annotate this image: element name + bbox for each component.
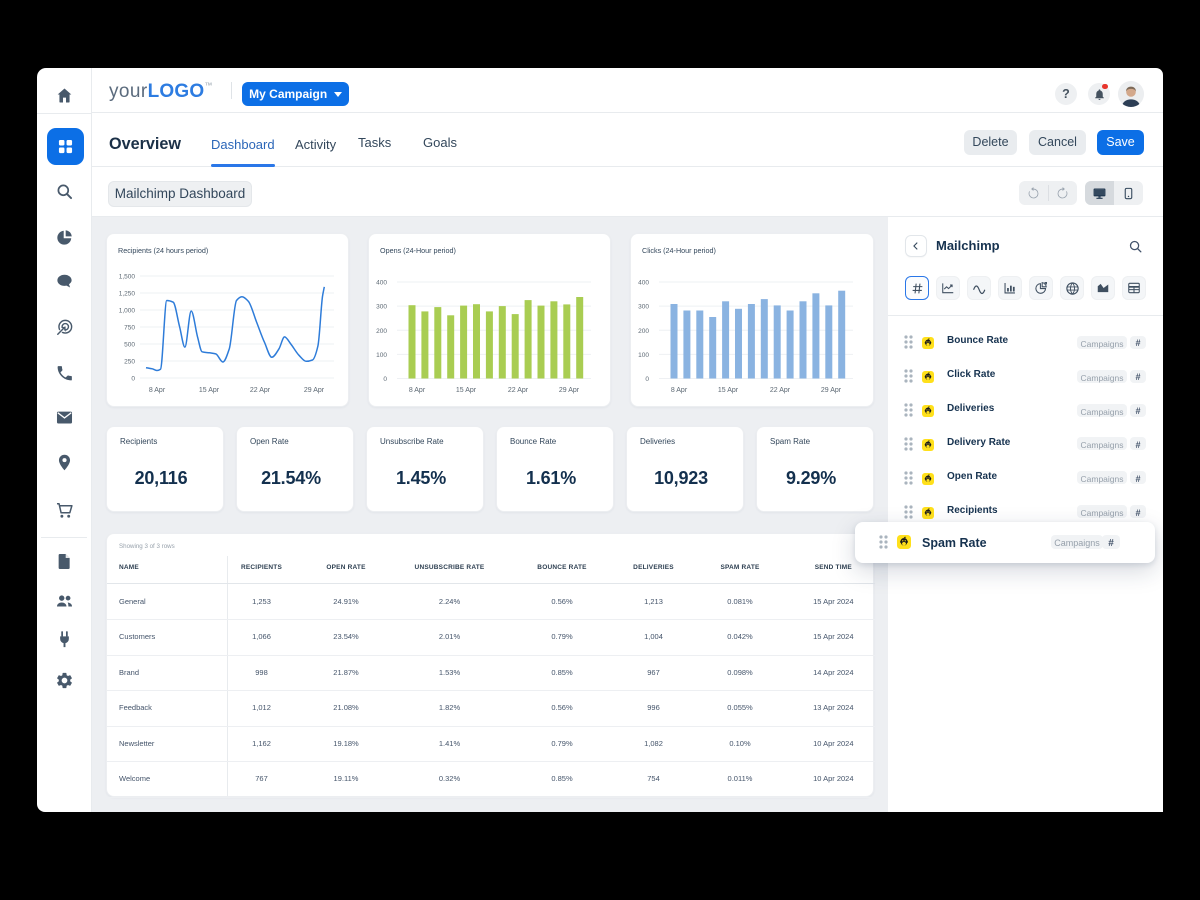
svg-text:15 Apr: 15 Apr [199, 387, 220, 394]
svg-text:8 Apr: 8 Apr [409, 387, 426, 394]
svg-text:300: 300 [376, 304, 387, 311]
svg-text:29 Apr: 29 Apr [304, 387, 325, 394]
svg-text:0: 0 [131, 376, 135, 383]
svg-text:200: 200 [376, 328, 387, 335]
svg-text:100: 100 [638, 352, 649, 359]
svg-text:1,500: 1,500 [119, 274, 136, 281]
svg-text:100: 100 [376, 352, 387, 359]
svg-text:15 Apr: 15 Apr [718, 387, 739, 394]
svg-text:750: 750 [124, 325, 135, 332]
svg-text:1,250: 1,250 [119, 291, 136, 298]
svg-text:200: 200 [638, 328, 649, 335]
svg-text:500: 500 [124, 342, 135, 349]
svg-text:22 Apr: 22 Apr [770, 387, 791, 394]
svg-text:400: 400 [376, 280, 387, 287]
svg-text:0: 0 [383, 376, 387, 383]
svg-text:29 Apr: 29 Apr [559, 387, 580, 394]
svg-text:0: 0 [645, 376, 649, 383]
svg-text:15 Apr: 15 Apr [456, 387, 477, 394]
svg-text:250: 250 [124, 359, 135, 366]
svg-text:8 Apr: 8 Apr [671, 387, 688, 394]
svg-text:8 Apr: 8 Apr [149, 387, 166, 394]
svg-text:22 Apr: 22 Apr [508, 387, 529, 394]
svg-text:1,000: 1,000 [119, 308, 136, 315]
svg-text:29 Apr: 29 Apr [821, 387, 842, 394]
svg-text:22 Apr: 22 Apr [250, 387, 271, 394]
svg-text:300: 300 [638, 304, 649, 311]
svg-text:400: 400 [638, 280, 649, 287]
